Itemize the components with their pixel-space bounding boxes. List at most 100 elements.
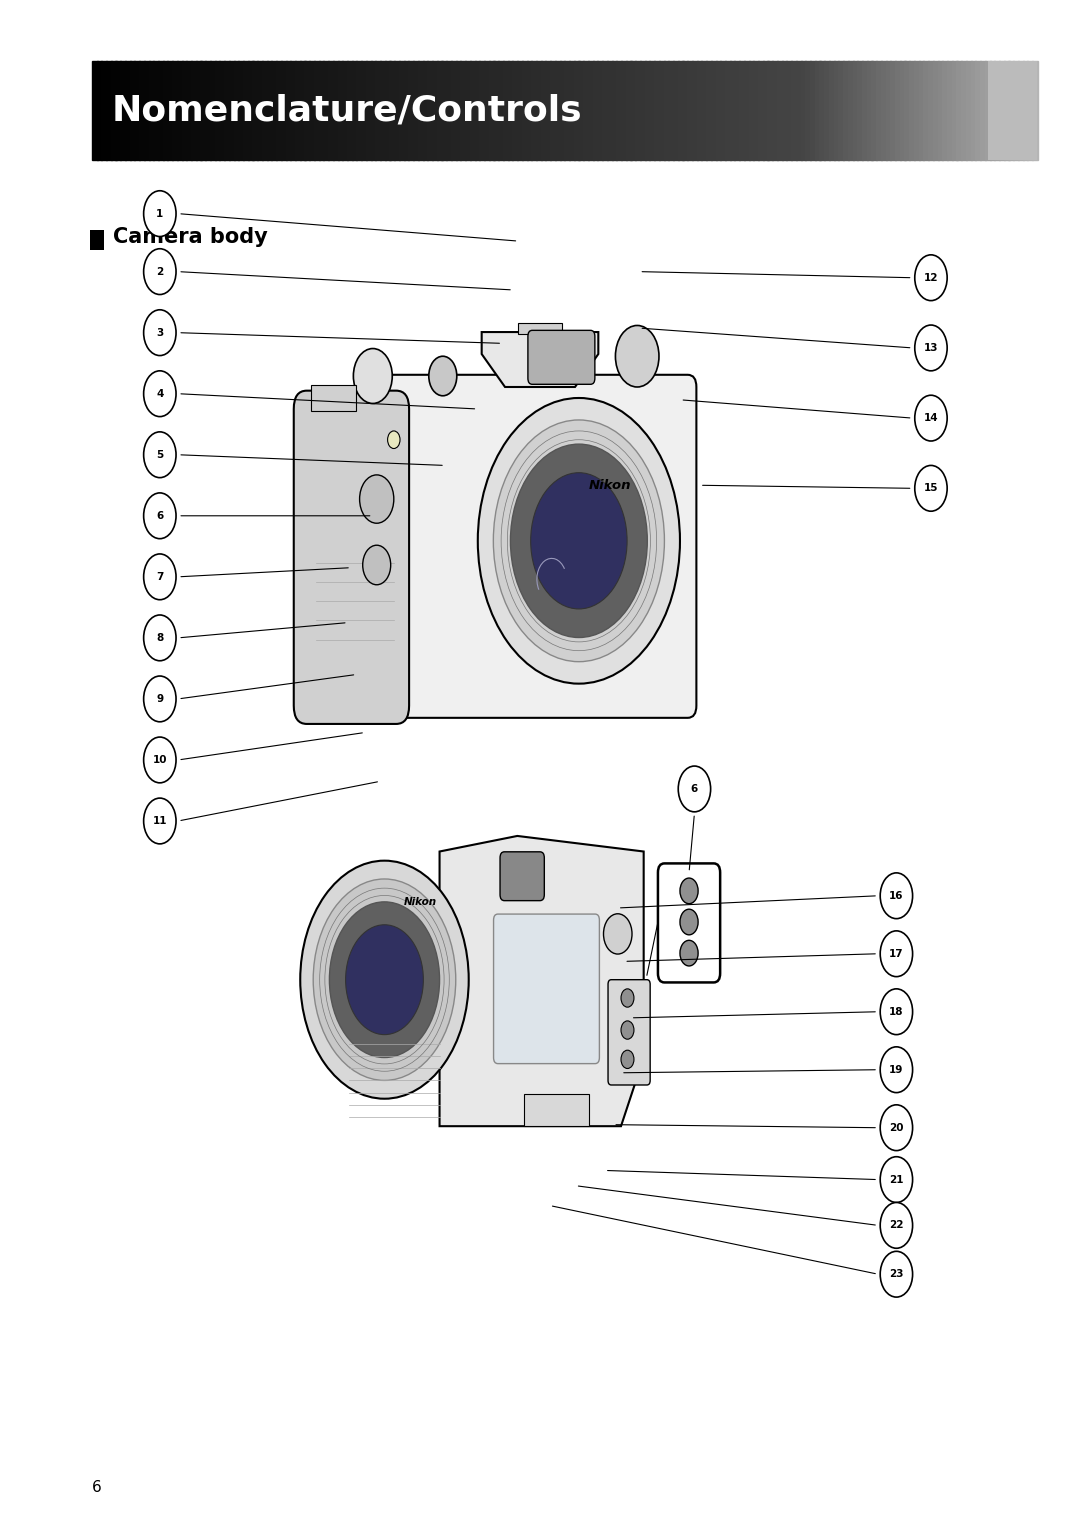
Text: Nomenclature/Controls: Nomenclature/Controls: [111, 93, 582, 128]
Bar: [210, 61, 216, 160]
Bar: [711, 61, 717, 160]
Bar: [125, 61, 131, 160]
Bar: [267, 61, 272, 160]
Circle shape: [429, 356, 457, 395]
Bar: [947, 61, 953, 160]
Circle shape: [360, 475, 394, 523]
Bar: [323, 61, 329, 160]
Bar: [309, 61, 315, 160]
Bar: [446, 61, 453, 160]
Text: 6: 6: [92, 1480, 103, 1495]
Bar: [725, 61, 731, 160]
Text: Nikon: Nikon: [589, 479, 631, 493]
Bar: [697, 61, 702, 160]
Bar: [111, 61, 117, 160]
Bar: [305, 61, 310, 160]
Bar: [337, 61, 343, 160]
Bar: [361, 61, 367, 160]
Circle shape: [511, 444, 647, 638]
Bar: [678, 61, 684, 160]
Text: 22: 22: [889, 1221, 904, 1230]
Circle shape: [915, 465, 947, 511]
Circle shape: [880, 931, 913, 977]
Bar: [734, 61, 740, 160]
Bar: [442, 61, 447, 160]
Circle shape: [313, 879, 456, 1080]
Circle shape: [363, 545, 391, 584]
Bar: [639, 61, 646, 160]
Bar: [177, 61, 183, 160]
Bar: [436, 61, 443, 160]
Bar: [715, 61, 721, 160]
Bar: [219, 61, 225, 160]
Bar: [829, 61, 835, 160]
Text: 5: 5: [157, 450, 163, 459]
Bar: [753, 61, 759, 160]
Bar: [928, 61, 934, 160]
Bar: [545, 61, 551, 160]
Bar: [494, 61, 499, 160]
Bar: [291, 61, 296, 160]
Bar: [824, 61, 831, 160]
Bar: [971, 61, 976, 160]
Text: 3: 3: [157, 328, 163, 337]
Bar: [390, 61, 395, 160]
Bar: [904, 61, 910, 160]
Bar: [460, 61, 467, 160]
Bar: [692, 61, 698, 160]
Bar: [762, 61, 769, 160]
Bar: [512, 61, 518, 160]
Text: 23: 23: [889, 1270, 904, 1279]
Text: 18: 18: [889, 1007, 904, 1016]
Bar: [806, 61, 811, 160]
Bar: [872, 61, 877, 160]
Bar: [1003, 61, 1010, 160]
Bar: [796, 61, 801, 160]
Bar: [158, 61, 164, 160]
Circle shape: [144, 798, 176, 844]
Bar: [663, 61, 670, 160]
Bar: [631, 61, 636, 160]
Bar: [814, 61, 821, 160]
Text: Nikon: Nikon: [404, 897, 436, 906]
Bar: [890, 61, 896, 160]
Bar: [654, 61, 660, 160]
Bar: [730, 61, 735, 160]
Text: 12: 12: [923, 273, 939, 282]
Text: 7: 7: [157, 572, 163, 581]
Bar: [876, 61, 882, 160]
Bar: [791, 61, 797, 160]
Circle shape: [680, 909, 698, 935]
Bar: [422, 61, 429, 160]
Bar: [843, 61, 849, 160]
Bar: [573, 61, 580, 160]
Text: 4: 4: [157, 389, 163, 398]
Bar: [347, 61, 353, 160]
Bar: [919, 61, 924, 160]
Bar: [597, 61, 604, 160]
Bar: [92, 61, 97, 160]
Circle shape: [880, 1105, 913, 1151]
Circle shape: [915, 255, 947, 301]
Bar: [649, 61, 656, 160]
Bar: [414, 61, 419, 160]
Bar: [333, 61, 339, 160]
Circle shape: [621, 989, 634, 1007]
Bar: [607, 61, 612, 160]
Text: 11: 11: [152, 816, 167, 826]
Circle shape: [880, 989, 913, 1035]
Bar: [588, 61, 594, 160]
Bar: [923, 61, 929, 160]
Bar: [706, 61, 712, 160]
Circle shape: [144, 615, 176, 661]
Bar: [120, 61, 126, 160]
Bar: [858, 61, 863, 160]
Bar: [838, 61, 845, 160]
Bar: [550, 61, 556, 160]
Bar: [659, 61, 664, 160]
Bar: [536, 61, 542, 160]
Bar: [635, 61, 640, 160]
Bar: [418, 61, 423, 160]
Bar: [470, 61, 475, 160]
Bar: [975, 61, 982, 160]
